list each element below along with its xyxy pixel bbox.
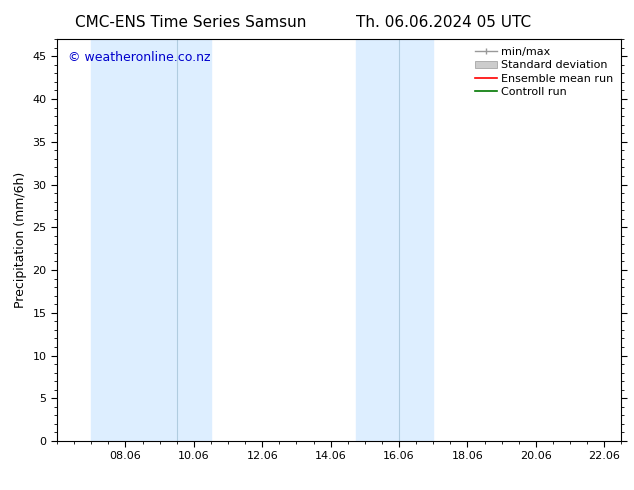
Y-axis label: Precipitation (mm/6h): Precipitation (mm/6h) [14, 172, 27, 308]
Text: Th. 06.06.2024 05 UTC: Th. 06.06.2024 05 UTC [356, 15, 531, 30]
Text: © weatheronline.co.nz: © weatheronline.co.nz [68, 51, 211, 64]
Bar [91, 39, 211, 441]
Bar [356, 39, 433, 441]
Text: CMC-ENS Time Series Samsun: CMC-ENS Time Series Samsun [75, 15, 306, 30]
Legend: min/max, Standard deviation, Ensemble mean run, Controll run: min/max, Standard deviation, Ensemble me… [472, 45, 616, 99]
